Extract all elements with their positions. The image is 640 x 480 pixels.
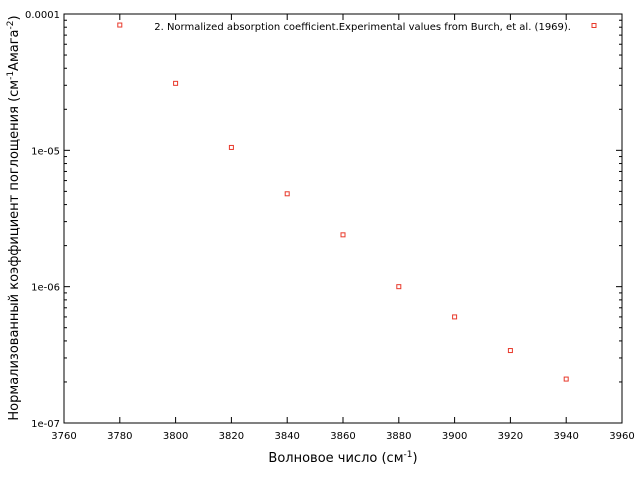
data-point xyxy=(228,144,234,150)
data-point xyxy=(173,80,179,86)
y-tick-label: 1e-07 xyxy=(31,419,60,430)
x-tick-label: 3820 xyxy=(219,431,244,442)
x-tick-label: 3900 xyxy=(442,431,467,442)
data-point xyxy=(507,348,513,354)
x-tick-label: 3760 xyxy=(51,431,76,442)
legend-label: 2. Normalized absorption coefficient.Exp… xyxy=(154,22,571,33)
data-point xyxy=(452,314,458,320)
y-tick-label: 0.0001 xyxy=(25,10,60,21)
data-point xyxy=(340,232,346,238)
data-point xyxy=(117,22,123,28)
axis-tick-labels: 3760 3780 3800 3820 3840 3860 3880 3900 3920 3940… xyxy=(25,10,635,442)
y-tick-label: 1e-06 xyxy=(31,283,60,294)
axis-ticks xyxy=(63,13,623,424)
x-tick-label: 3880 xyxy=(386,431,411,442)
x-axis-title: Волновое число (см-1) xyxy=(268,450,417,466)
y-tick-label: 1e-05 xyxy=(31,146,60,157)
data-point xyxy=(396,284,402,290)
x-tick-label: 3940 xyxy=(553,431,578,442)
data-point xyxy=(284,191,290,197)
plot-frame xyxy=(63,13,623,424)
y-axis-title: Нормализованный коэффициент поглощения (… xyxy=(6,15,22,420)
x-tick-label: 3800 xyxy=(163,431,188,442)
data-point xyxy=(563,376,569,382)
data-points xyxy=(117,22,569,382)
legend: 2. Normalized absorption coefficient.Exp… xyxy=(154,22,597,33)
x-tick-label: 3780 xyxy=(107,431,132,442)
x-tick-label: 3960 xyxy=(609,431,634,442)
x-tick-label: 3920 xyxy=(498,431,523,442)
x-tick-label: 3860 xyxy=(330,431,355,442)
x-tick-label: 3840 xyxy=(274,431,299,442)
legend-marker xyxy=(591,23,597,28)
